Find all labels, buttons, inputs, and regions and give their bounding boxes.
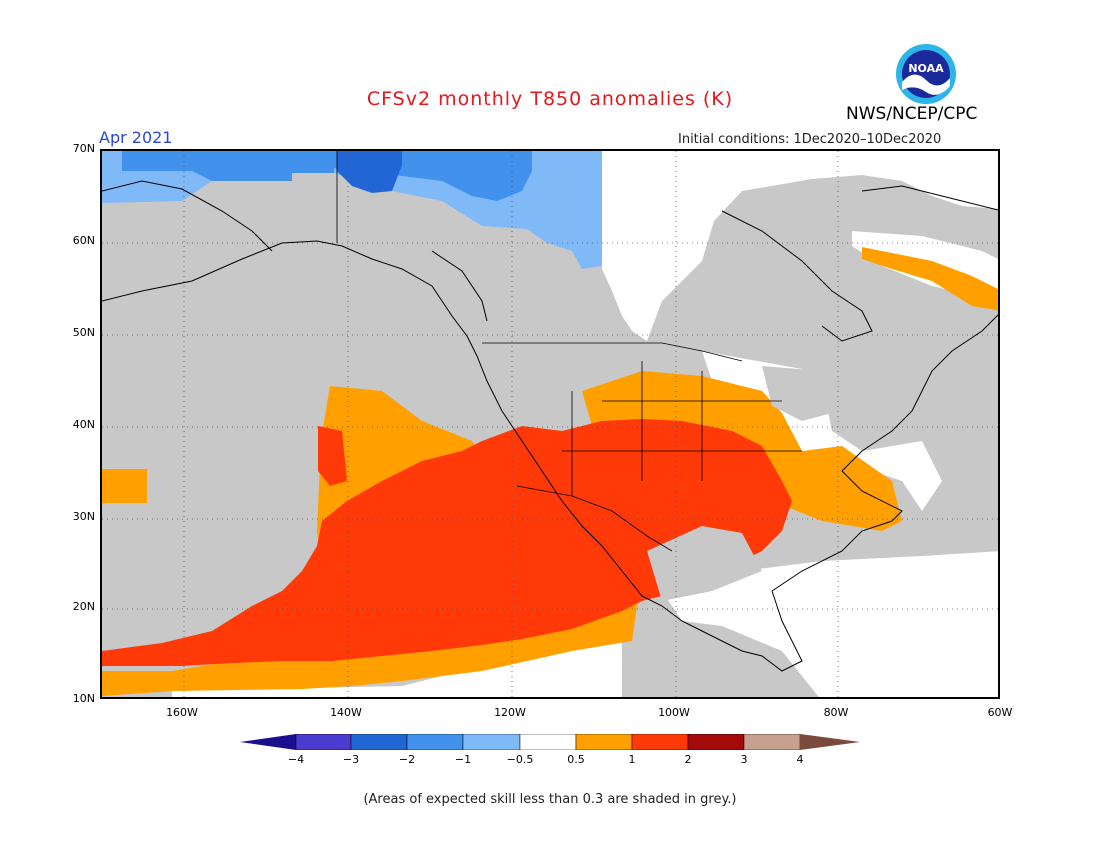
colorbar-segment-7 — [631, 734, 689, 750]
anomaly-region-below-2b — [267, 151, 532, 201]
noaa-logo-text: NOAA — [908, 62, 944, 75]
colorbar-tick: 1 — [628, 753, 636, 766]
anomaly-map-svg — [102, 151, 998, 697]
colorbar-right-arrow — [800, 734, 860, 750]
lat-label-20n: 20N — [72, 600, 95, 613]
colorbar-left-arrow — [240, 734, 296, 750]
colorbar-segment-6 — [575, 734, 633, 750]
masked-region-rockies — [467, 376, 572, 426]
colorbar-segment-4 — [462, 734, 521, 750]
colorbar-tick: 0.5 — [567, 753, 585, 766]
agency-label: NWS/NCEP/CPC — [846, 104, 978, 124]
colorbar-segment-5 — [519, 734, 577, 750]
masked-region-gulf — [647, 526, 762, 601]
colorbar-tick: 4 — [796, 753, 804, 766]
colorbar-segment-1 — [295, 734, 352, 750]
anomaly-region-above-1-sierra — [318, 426, 347, 486]
colorbar-segment-9 — [743, 734, 801, 750]
colorbar-segment-2 — [350, 734, 408, 750]
valid-month: Apr 2021 — [99, 128, 173, 147]
lon-label-80w: 80W — [823, 706, 849, 719]
near-normal-region-caribbean — [662, 551, 998, 697]
anomaly-region-above-1 — [102, 419, 792, 666]
colorbar-tick: −1 — [454, 753, 472, 766]
political-borders — [336, 151, 802, 552]
skill-footnote: (Areas of expected skill less than 0.3 a… — [363, 792, 737, 807]
colorbar-tick: −3 — [342, 753, 360, 766]
anomaly-region-above-0.5-tropical — [102, 571, 642, 696]
lat-label-30n: 30N — [72, 510, 95, 523]
anomaly-region-above-0.5-labrador — [862, 247, 998, 311]
colorbar-segment-3 — [406, 734, 464, 750]
masked-region-great-lakes — [762, 366, 832, 421]
colorbar-tick: 3 — [740, 753, 748, 766]
initial-conditions: Initial conditions: 1Dec2020–10Dec2020 — [678, 132, 942, 147]
colorbar-tick: 2 — [684, 753, 692, 766]
map-title: CFSv2 monthly T850 anomalies (K) — [366, 88, 734, 110]
coastlines — [102, 180, 998, 672]
lat-label-70n: 70N — [72, 142, 95, 155]
lon-label-60w: 60W — [987, 706, 1013, 719]
near-normal-region-north-atlantic — [602, 151, 998, 341]
colorbar-segment-8 — [687, 734, 745, 750]
lon-label-140w: 140W — [330, 706, 362, 719]
colorbar-tick: −4 — [287, 753, 305, 766]
noaa-logo: NOAA — [896, 44, 956, 104]
colorbar-tick: −2 — [398, 753, 416, 766]
colorbar — [240, 734, 860, 750]
lon-label-100w: 100W — [658, 706, 690, 719]
anomaly-region-below-3 — [337, 151, 402, 193]
anomaly-map — [100, 149, 1000, 699]
anomaly-region-above-0.5-west-atlantic — [102, 469, 147, 503]
near-normal-region-east-pacific — [172, 621, 622, 697]
lon-label-120w: 120W — [494, 706, 526, 719]
colorbar-tick: −0.5 — [506, 753, 534, 766]
lat-label-10n: 10N — [72, 692, 95, 705]
lat-label-50n: 50N — [72, 326, 95, 339]
lat-label-40n: 40N — [72, 418, 95, 431]
lat-label-60n: 60N — [72, 234, 95, 247]
lon-label-160w: 160W — [166, 706, 198, 719]
